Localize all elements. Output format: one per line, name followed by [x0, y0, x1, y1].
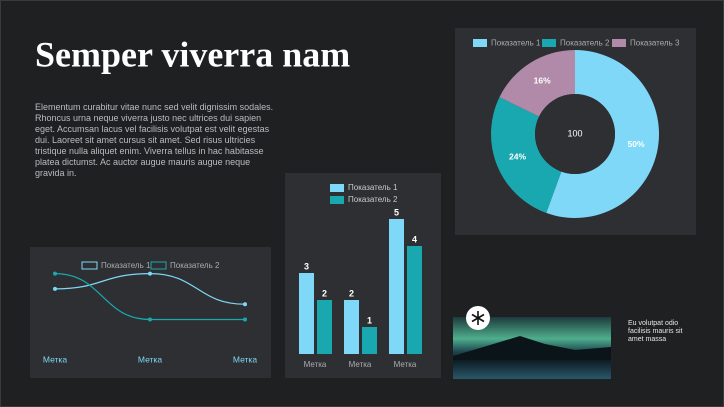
- body-text: Elementum curabitur vitae nunc sed velit…: [35, 102, 274, 178]
- legend-swatch: [150, 261, 167, 270]
- x-tick-label: Метка: [138, 354, 162, 364]
- segment-label: 24%: [509, 151, 526, 161]
- x-tick-label: Метка: [394, 360, 417, 369]
- slide-title: Semper viverra nam: [35, 34, 350, 74]
- snowflake-icon: [471, 311, 485, 325]
- bar-value-label: 5: [394, 207, 399, 217]
- bar: [389, 219, 404, 354]
- image-caption: Eu volutpat odio facilisis mauris sit am…: [628, 320, 683, 343]
- line-point: [148, 317, 152, 322]
- line-point: [148, 271, 152, 276]
- bar-value-label: 2: [349, 288, 354, 298]
- bar-value-label: 1: [367, 315, 372, 325]
- segment-label: 16%: [534, 76, 551, 86]
- line-point: [53, 271, 57, 276]
- legend-label: Показатель 1: [348, 183, 398, 192]
- x-tick-label: Метка: [304, 360, 327, 369]
- donut-hole: [535, 94, 615, 174]
- legend-label: Показатель 2: [170, 261, 220, 270]
- bar-value-label: 2: [322, 288, 327, 298]
- charts: Показатель 1 Показатель 2 Метка Метка Метка П…: [43, 39, 680, 370]
- bar: [362, 327, 377, 354]
- legend-swatch: [473, 39, 487, 47]
- donut-segment: [491, 97, 562, 213]
- bar: [299, 273, 314, 354]
- bar-value-label: 4: [412, 234, 417, 244]
- legend-label: Показатель 2: [560, 39, 610, 48]
- legend-label: Показатель 1: [491, 39, 541, 48]
- line-point: [53, 286, 57, 291]
- line-point: [243, 317, 247, 322]
- legend-label: Показатель 2: [348, 195, 398, 204]
- x-tick-label: Метка: [349, 360, 372, 369]
- legend-label: Показатель 3: [630, 39, 680, 48]
- legend-swatch: [612, 39, 626, 47]
- x-tick-label: Метка: [43, 354, 67, 364]
- legend-label: Показатель 1: [101, 261, 151, 270]
- bar: [317, 300, 332, 354]
- bar: [344, 300, 359, 354]
- line-point: [243, 302, 247, 307]
- legend-swatch: [330, 196, 344, 204]
- donut-segment: [499, 50, 575, 117]
- donut-segment: [546, 50, 660, 218]
- x-tick-label: Метка: [233, 354, 257, 364]
- bar-value-label: 3: [304, 261, 309, 271]
- segment-label: 50%: [628, 139, 645, 149]
- legend-swatch: [81, 261, 98, 270]
- mountains: [453, 336, 611, 360]
- legend-swatch: [542, 39, 556, 47]
- bar: [407, 246, 422, 354]
- legend-swatch: [330, 184, 344, 192]
- center-value: 100: [567, 128, 582, 138]
